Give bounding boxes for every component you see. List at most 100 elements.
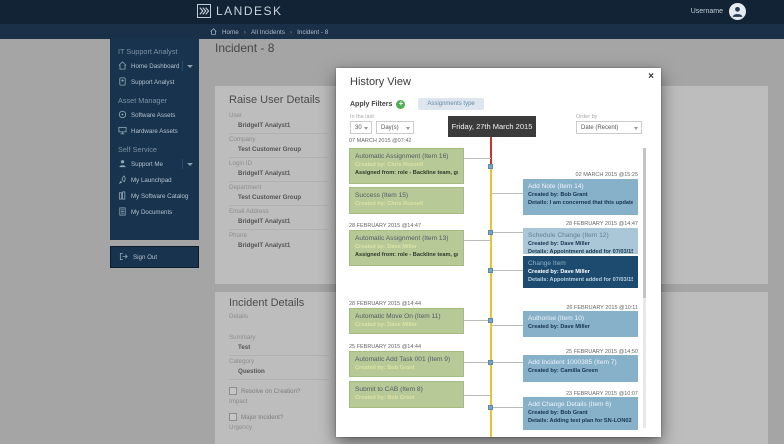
home-icon <box>210 28 217 37</box>
timeline-line <box>490 142 492 437</box>
card-title: Automatic Add Task 001 (Item 9) <box>355 356 451 363</box>
sidebar-section-asset-manager: Asset Manager <box>118 96 168 105</box>
timeline-date: 28 FEBRUARY 2015 @14:44 <box>349 301 422 307</box>
card-created-by: Created by: Bob Grant <box>355 365 415 371</box>
timeline-card-item-11[interactable]: Automatic Move On (Item 11) Created by: … <box>349 308 464 334</box>
card-title: Change Item <box>528 260 566 267</box>
order-by-select[interactable]: Date (Recent) <box>576 121 642 134</box>
card-details: Details: Adding test plan for SN-LON02 <box>528 418 632 424</box>
card-created-by: Created by: Dave Miller <box>355 322 417 328</box>
sidebar-item-hardware-assets[interactable]: Hardware Assets <box>110 123 199 139</box>
card-created-by: Created by: Bob Grant <box>528 410 588 416</box>
timeline-card-item-10[interactable]: Authorise (Item 10) Created by: Dave Mil… <box>523 311 638 337</box>
breadcrumb-home[interactable]: Home <box>222 29 239 36</box>
add-filter-icon[interactable]: + <box>396 99 406 109</box>
timeline-date: 26 FEBRUARY 2015 @10:11 <box>566 305 638 311</box>
form-field-category: Category Question <box>229 356 329 380</box>
field-label: Department <box>229 184 262 191</box>
card-title: Authorise (Item 10) <box>528 315 585 322</box>
disc-icon <box>118 110 127 121</box>
section-title: Raise User Details <box>229 94 321 106</box>
checkbox[interactable] <box>229 387 237 395</box>
rocket-icon <box>118 174 127 186</box>
field-value[interactable]: Test Customer Group <box>238 194 302 201</box>
timeline-card-change-item-selected[interactable]: Change Item Created by: Dave Miller Deta… <box>523 256 638 288</box>
sidebar-section-self-service: Self Service <box>118 145 157 154</box>
timeline-card-item-14[interactable]: Add Note (Item 14) Created by: Bob Grant… <box>523 179 638 215</box>
form-field-login-id: Login ID BridgeIT Analyst1 <box>229 158 329 182</box>
connector <box>464 395 491 396</box>
scrollbar-thumb[interactable] <box>643 148 646 298</box>
close-icon[interactable]: × <box>648 71 654 82</box>
field-label: Login ID <box>229 160 253 167</box>
field-value[interactable]: BridgeIT Analyst1 <box>238 122 291 129</box>
connector <box>464 158 491 159</box>
chevron-down-icon <box>634 127 638 130</box>
apply-filters-label: Apply Filters <box>350 100 393 108</box>
timeline-card-item-7[interactable]: Add Incident 1000385 (Item 7) Created by… <box>523 355 638 382</box>
sidebar-item-home-dashboard[interactable]: Home Dashboard <box>110 58 199 74</box>
field-value[interactable]: BridgeIT Analyst1 <box>238 242 291 249</box>
connector <box>492 325 523 326</box>
avatar[interactable] <box>729 3 746 20</box>
badge-icon <box>118 76 127 88</box>
timeline-node <box>488 230 493 235</box>
field-value[interactable]: Question <box>238 368 265 375</box>
page-title: Incident - 8 <box>215 41 275 55</box>
resolve-on-creation-checkbox-row: Resolve on Creation? <box>229 387 349 395</box>
field-value[interactable]: Test Customer Group <box>238 146 302 153</box>
sidebar-item-software-assets[interactable]: Software Assets <box>110 107 199 123</box>
card-details: Details: Appointment added for 07/03/15 … <box>528 249 633 254</box>
modal-scrollbar[interactable] <box>643 148 646 428</box>
sidebar-item-my-documents[interactable]: My Documents <box>110 204 199 220</box>
sidebar-item-support-me[interactable]: Support Me <box>110 156 199 172</box>
field-label: Company <box>229 136 256 143</box>
timeline-date: 07 MARCH 2015 @07:42 <box>349 138 412 144</box>
timeline-node <box>488 360 493 365</box>
breadcrumb-all-incidents[interactable]: All Incidents <box>250 29 285 36</box>
card-created-by: Created by: Bob Grant <box>355 395 415 401</box>
form-field-department: Department Test Customer Group <box>229 182 329 206</box>
document-icon <box>118 206 127 218</box>
chevron-down-icon[interactable] <box>187 163 193 166</box>
sidebar-item-label: My Documents <box>131 208 173 216</box>
sidebar-item-my-software-catalog[interactable]: My Software Catalog <box>110 188 199 204</box>
unit-select[interactable]: Day(s) <box>376 121 414 134</box>
sign-out-label: Sign Out <box>133 253 158 261</box>
timeline-card-item-9[interactable]: Automatic Add Task 001 (Item 9) Created … <box>349 351 464 377</box>
timeline-card-item-6[interactable]: Add Change Details (Item 6) Created by: … <box>523 397 638 430</box>
checkbox[interactable] <box>229 413 237 421</box>
count-select[interactable]: 30 <box>350 121 372 134</box>
field-value[interactable]: BridgeIT Analyst1 <box>238 170 291 177</box>
card-title: Automatic Assignment (Item 16) <box>355 153 449 160</box>
field-value[interactable]: Test <box>238 344 251 351</box>
sidebar-item-label: Hardware Assets <box>131 127 178 135</box>
timeline-card-item-8[interactable]: Submit to CAB (Item 8) Created by: Bob G… <box>349 381 464 408</box>
monitor-icon <box>118 126 127 137</box>
sidebar-item-label: My Software Catalog <box>131 192 189 200</box>
timeline-node <box>488 405 493 410</box>
sidebar-item-my-launchpad[interactable]: My Launchpad <box>110 172 199 188</box>
card-title: Add Note (Item 14) <box>528 183 584 190</box>
checkbox-label: Major Incident? <box>241 413 284 421</box>
sidebar-item-support-analyst[interactable]: Support Analyst <box>110 74 199 90</box>
breadcrumb-bar: Home › All Incidents › Incident - 8 <box>0 24 784 39</box>
timeline-card-item-15[interactable]: Success (Item 15) Created by: Chris Russ… <box>349 187 464 214</box>
form-field-user: User BridgeIT Analyst1 <box>229 110 329 134</box>
timeline-card-item-12[interactable]: Schedule Change (Item 12) Created by: Da… <box>523 228 638 254</box>
filter-chip-assignments-type[interactable]: Assignments type <box>418 98 484 110</box>
chevron-down-icon[interactable] <box>187 65 193 68</box>
timeline-date: 28 FEBRUARY 2015 @14:47 <box>349 223 422 229</box>
landesk-chevrons-icon <box>197 4 211 18</box>
user-menu[interactable]: Username <box>691 3 746 20</box>
timeline-card-item-16[interactable]: Automatic Assignment (Item 16) Created b… <box>349 148 464 184</box>
filters-row: Apply Filters + Assignments type <box>350 98 484 110</box>
card-title: Add Change Details (Item 6) <box>528 401 612 408</box>
timeline-card-item-13[interactable]: Automatic Assignment (Item 13) Created b… <box>349 230 464 266</box>
sign-out-button[interactable]: Sign Out <box>110 246 199 268</box>
timeline-date: 23 FEBRUARY 2015 @10:07 <box>565 391 638 397</box>
chevron-down-icon <box>406 127 410 130</box>
field-value[interactable]: BridgeIT Analyst1 <box>238 218 291 225</box>
timeline-date: 25 FEBRUARY 2015 @14:44 <box>349 344 422 350</box>
